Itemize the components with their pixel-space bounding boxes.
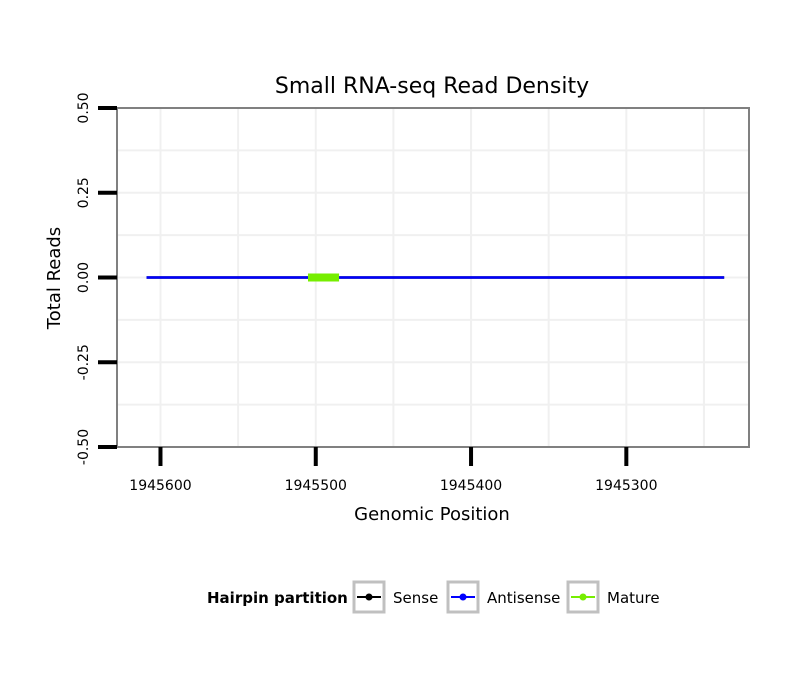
x-axis-title: Genomic Position	[354, 504, 510, 525]
y-axis: 0.50 0.25 0.00 -0.25 -0.50	[76, 92, 117, 465]
legend-label-mature: Mature	[607, 589, 660, 607]
x-tick-label: 1945300	[595, 478, 657, 494]
y-tick-label: 0.50	[76, 92, 92, 123]
x-axis: 1945600 1945500 1945400 1945300	[129, 447, 658, 494]
y-tick-label: -0.25	[76, 344, 92, 380]
legend-item-antisense: Antisense	[446, 580, 560, 614]
legend-point-mature	[579, 593, 587, 601]
legend-item-mature: Mature	[566, 580, 660, 614]
x-tick-label: 1945500	[285, 478, 347, 494]
grid	[117, 108, 749, 447]
y-axis-title: Total Reads	[44, 227, 65, 330]
legend: Hairpin partition Sense Antisense Mature	[207, 580, 660, 614]
x-tick-label: 1945400	[440, 478, 502, 494]
y-tick-label: -0.50	[76, 429, 92, 465]
x-tick-label: 1945600	[129, 478, 191, 494]
chart-title: Small RNA-seq Read Density	[275, 74, 589, 99]
legend-point-antisense	[459, 593, 467, 601]
legend-point-sense	[365, 593, 373, 601]
legend-label-sense: Sense	[393, 589, 438, 607]
y-tick-label: 0.25	[76, 177, 92, 208]
legend-title: Hairpin partition	[207, 589, 348, 607]
y-tick-label: 0.00	[76, 262, 92, 293]
legend-label-antisense: Antisense	[487, 589, 560, 607]
legend-item-sense: Sense	[352, 580, 438, 614]
plot-area	[116, 107, 750, 448]
